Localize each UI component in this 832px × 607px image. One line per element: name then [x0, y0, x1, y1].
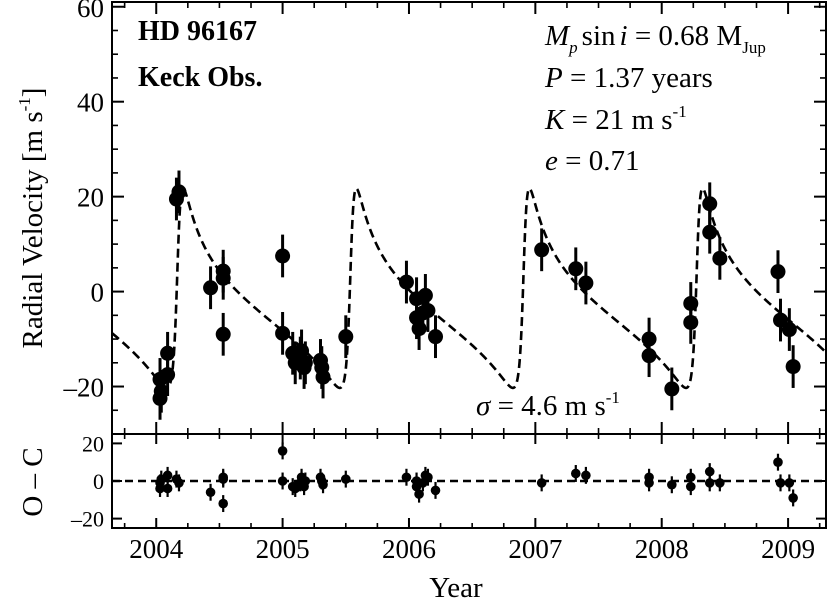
residual-data-point	[277, 446, 288, 456]
x-tick-label: 2004	[129, 534, 184, 564]
y-tick-label: –20	[63, 373, 105, 403]
residual-data-point	[775, 478, 786, 488]
residual-data-point	[430, 485, 441, 496]
rv-data-point	[398, 274, 414, 290]
rv-data-point	[781, 322, 797, 338]
rv-data-point	[203, 280, 219, 296]
residual-data-point	[685, 472, 696, 483]
rv-data-point	[428, 329, 444, 345]
x-tick-label: 2007	[508, 534, 562, 564]
residual-y-axis-label: O – C	[17, 447, 49, 516]
rv-data-point	[338, 329, 354, 345]
y-tick-label: 40	[77, 88, 104, 118]
residual-data-point	[155, 483, 165, 494]
x-tick-label: 2006	[382, 534, 436, 564]
rv-data-point	[160, 367, 176, 383]
residual-data-point	[581, 470, 591, 481]
residual-data-point	[423, 472, 433, 483]
y-tick-label: 20	[77, 183, 104, 213]
x-tick-label: 2005	[256, 534, 310, 564]
rv-data-point	[773, 312, 789, 328]
rv-data-point	[641, 348, 657, 364]
residual-data-point	[784, 478, 795, 488]
residual-data-point	[773, 457, 783, 468]
mass-annotation: Mp sin i = 0.68 MJup	[544, 20, 766, 57]
rv-data-point	[297, 355, 313, 371]
rv-data-point	[215, 326, 231, 342]
residual-data-point	[318, 479, 328, 490]
rv-data-point	[702, 224, 718, 240]
rv-data-point	[568, 261, 584, 277]
rv-data-point	[770, 264, 786, 280]
rv-data-point	[702, 196, 718, 212]
rv-data-point	[785, 359, 801, 375]
res-y-tick-label: –20	[70, 507, 104, 532]
residual-data-point	[644, 478, 654, 488]
res-y-tick-label: 0	[93, 469, 104, 494]
rv-data-point	[534, 242, 550, 258]
residual-data-point	[340, 474, 351, 484]
residual-data-point	[218, 498, 229, 509]
rv-data-point	[153, 383, 169, 399]
rv-data-point	[712, 250, 728, 266]
rv-data-point	[275, 325, 291, 341]
residual-data-point	[570, 468, 581, 479]
x-tick-label: 2008	[635, 534, 689, 564]
main-axis-ticks: –20 0 20 40 60	[63, 0, 826, 434]
residual-data-point	[277, 476, 288, 486]
observatory-name: Keck Obs.	[138, 62, 262, 93]
y-tick-label: 60	[77, 0, 104, 23]
rv-data-point	[417, 287, 433, 303]
rv-data-point	[315, 369, 331, 385]
rv-data-point	[420, 303, 436, 319]
residual-data-point	[788, 493, 798, 503]
period-annotation: P = 1.37 years	[544, 62, 713, 94]
rv-data-point	[664, 381, 680, 397]
rv-data-point	[275, 248, 291, 264]
x-tick-label: 2009	[761, 534, 815, 564]
semi-amplitude-annotation: K = 21 m s-1	[544, 102, 687, 136]
x-axis-label: Year	[429, 572, 483, 604]
rv-data-point	[683, 314, 699, 330]
residual-data-point	[704, 466, 715, 477]
rms-annotation: σ = 4.6 m s-1	[476, 388, 620, 422]
residual-data-points	[155, 442, 798, 513]
residual-axis-ticks: 2004 2005 2006 2007 2008 2009 –20 0 20	[70, 431, 826, 564]
residual-data-point	[401, 472, 412, 483]
eccentricity-annotation: e = 0.71	[545, 145, 639, 177]
residual-data-point	[218, 474, 229, 484]
rv-data-point	[171, 184, 187, 200]
y-axis-label: Radial Velocity [m s-1]	[15, 88, 49, 349]
rv-data-point	[215, 270, 231, 286]
residual-data-point	[174, 478, 184, 488]
residual-data-point	[162, 470, 173, 481]
orbit-model-curve	[111, 187, 827, 390]
rv-data-point	[578, 275, 594, 291]
residual-data-point	[667, 479, 677, 490]
residual-data-point	[685, 481, 696, 492]
residual-data-point	[536, 478, 547, 488]
residual-data-point	[162, 483, 173, 494]
y-tick-label: 0	[91, 278, 105, 308]
res-y-tick-label: 20	[82, 431, 104, 456]
residual-data-point	[205, 487, 216, 498]
residual-data-point	[300, 476, 311, 486]
residual-data-point	[414, 489, 424, 499]
residual-data-point	[704, 478, 715, 488]
residual-data-point	[715, 478, 725, 488]
rv-data-points	[152, 170, 801, 420]
star-name: HD 96167	[138, 16, 257, 47]
